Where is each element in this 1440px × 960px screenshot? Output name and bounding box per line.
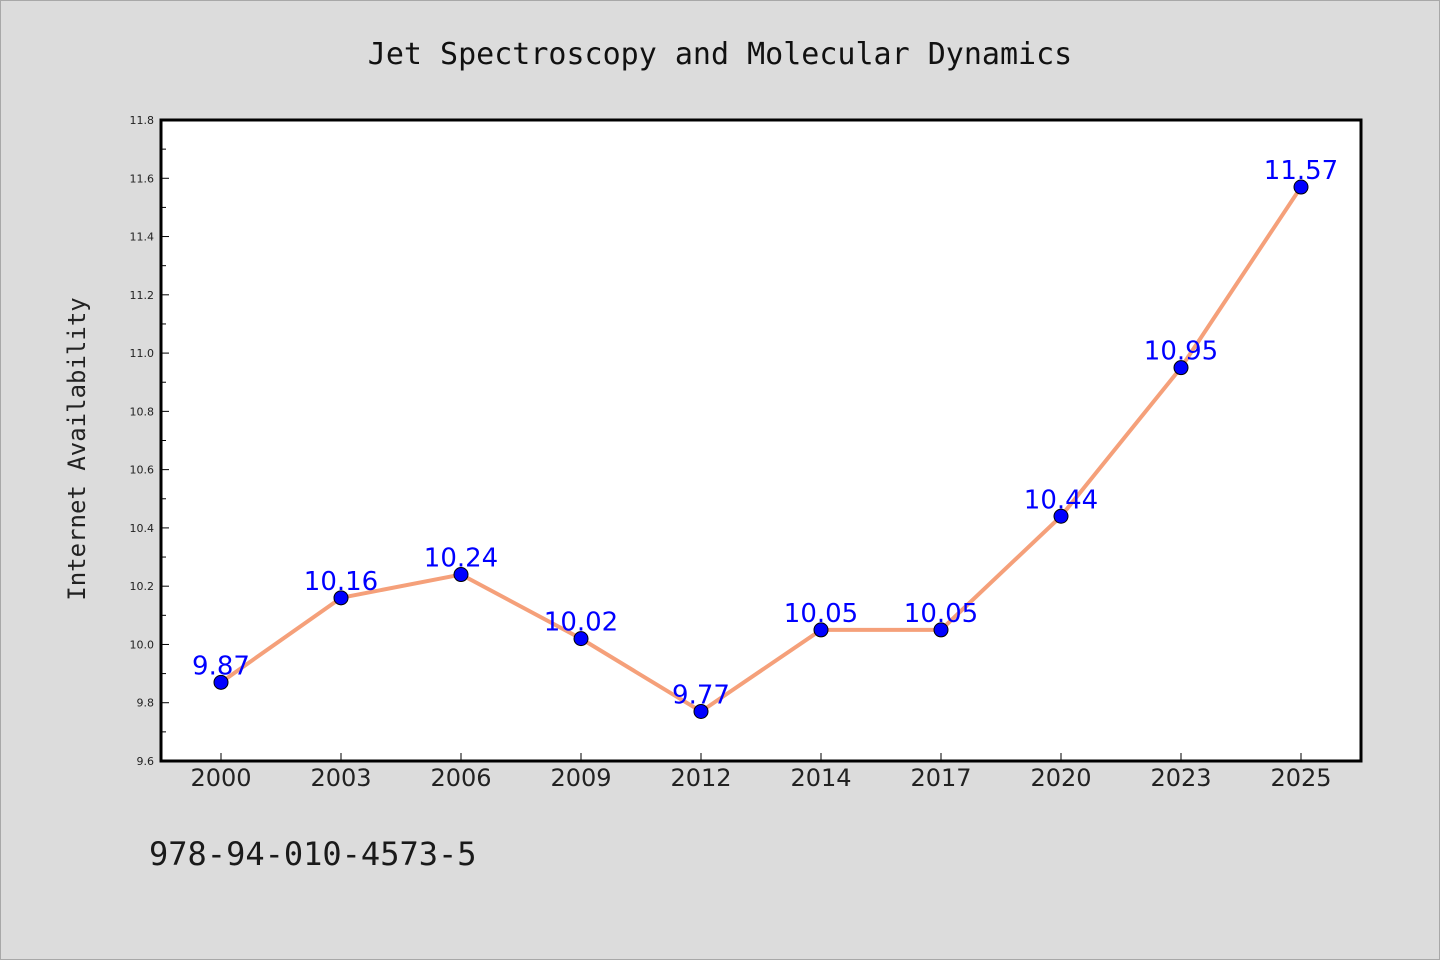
data-point — [933, 622, 949, 638]
x-tick-label: 2017 — [910, 764, 971, 792]
data-point — [1053, 508, 1069, 524]
data-point — [213, 674, 229, 690]
data-point — [693, 703, 709, 719]
y-tick-label: 9.6 — [137, 755, 155, 768]
x-tick-label: 2009 — [550, 764, 611, 792]
x-tick-label: 2025 — [1270, 764, 1331, 792]
plot-area — [161, 120, 1361, 761]
y-tick-label: 11.6 — [130, 172, 155, 185]
y-tick-label: 10.6 — [130, 464, 155, 477]
x-tick-label: 2003 — [310, 764, 371, 792]
x-tick-label: 2020 — [1030, 764, 1091, 792]
y-tick-label: 9.8 — [137, 697, 155, 710]
data-point — [1293, 179, 1309, 195]
x-tick-label: 2006 — [430, 764, 491, 792]
y-axis-ticks: 9.6 9.8 10.0 10.2 10.4 10.6 10.8 11.0 11.2 11.4 11… — [130, 114, 169, 768]
y-tick-label: 11.8 — [130, 114, 155, 127]
y-tick-label: 10.0 — [130, 638, 155, 651]
y-tick-label: 11.0 — [130, 347, 155, 360]
y-tick-label: 10.2 — [130, 580, 155, 593]
x-tick-label: 2000 — [190, 764, 251, 792]
y-tick-label: 11.4 — [130, 231, 155, 244]
isbn-code: 978-94-010-4573-5 — [149, 835, 477, 873]
data-point — [813, 622, 829, 638]
x-tick-label: 2014 — [790, 764, 851, 792]
data-point — [453, 567, 469, 583]
y-tick-label: 11.2 — [130, 289, 155, 302]
plot-frame — [159, 118, 1363, 763]
chart-title: Jet Spectroscopy and Molecular Dynamics — [368, 37, 1072, 72]
series-line — [219, 185, 1303, 714]
data-point — [333, 590, 349, 606]
y-tick-label: 10.8 — [130, 405, 155, 418]
y-axis-label: Internet Availability — [63, 297, 91, 600]
x-axis-ticks: 2000 2003 2006 2009 2012 2014 2017 2020 2023 2025 — [190, 753, 1332, 792]
x-tick-label: 2012 — [670, 764, 731, 792]
data-point — [573, 631, 589, 647]
y-tick-label: 10.4 — [130, 522, 155, 535]
x-tick-label: 2023 — [1150, 764, 1211, 792]
data-point — [1173, 360, 1189, 376]
